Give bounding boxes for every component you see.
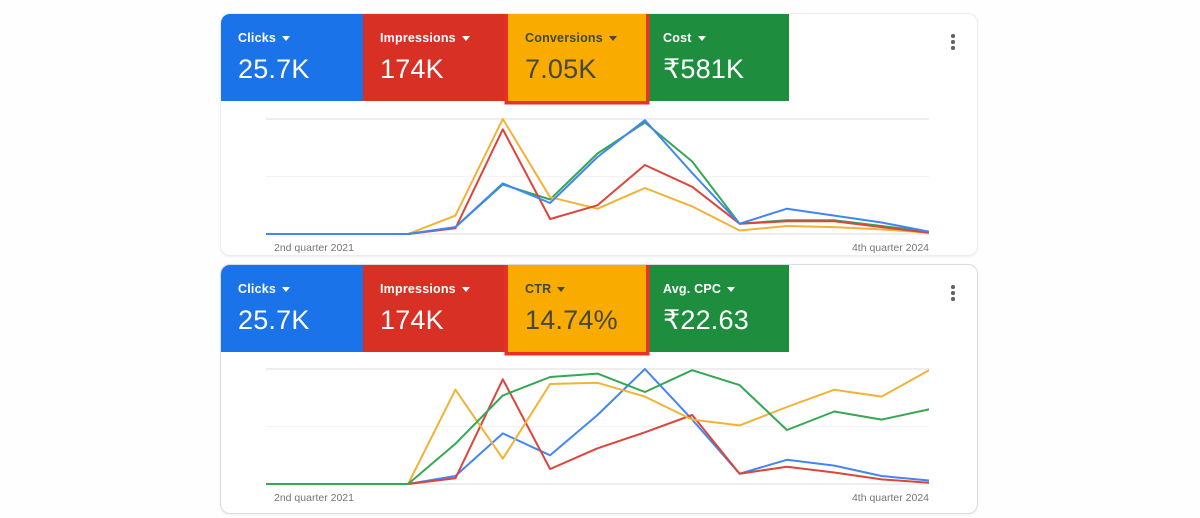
metric-dropdown[interactable]: CTR — [525, 282, 630, 296]
metric-cards-row: Clicks 25.7K Impressions 174K Conversion… — [221, 14, 789, 101]
kebab-menu-button[interactable] — [944, 282, 962, 304]
metric-dropdown[interactable]: Clicks — [238, 282, 347, 296]
x-axis-label-end: 4th quarter 2024 — [851, 492, 929, 504]
x-axis: 2nd quarter 2021 4th quarter 2024 — [266, 242, 929, 254]
metric-value: 174K — [380, 305, 444, 335]
metric-value: ₹22.63 — [663, 305, 749, 335]
metric-value: 14.74% — [525, 305, 618, 335]
metric-value: 25.7K — [238, 305, 310, 335]
dropdown-caret-icon — [697, 36, 706, 41]
kebab-menu-icon — [951, 46, 955, 50]
kebab-menu-button[interactable] — [944, 31, 962, 53]
kebab-menu-icon — [951, 285, 955, 289]
kebab-menu-icon — [951, 291, 955, 295]
dropdown-caret-icon — [727, 287, 736, 292]
dropdown-caret-icon — [461, 287, 470, 292]
dropdown-caret-icon — [557, 287, 566, 292]
metric-value: 25.7K — [238, 54, 310, 84]
time-series-chart — [266, 363, 929, 491]
performance-panel-1: Clicks 25.7K Impressions 174K Conversion… — [220, 13, 978, 256]
metric-value: 7.05K — [525, 54, 597, 84]
dropdown-caret-icon — [461, 36, 470, 41]
metric-label: Avg. CPC — [663, 282, 722, 296]
metric-label: Clicks — [238, 31, 277, 45]
metric-label: Impressions — [380, 282, 456, 296]
metric-card-clicks[interactable]: Clicks 25.7K — [221, 265, 363, 352]
dropdown-caret-icon — [282, 287, 291, 292]
metric-card-cost[interactable]: Cost ₹581K — [646, 14, 789, 101]
metric-label: Impressions — [380, 31, 456, 45]
metric-value: ₹581K — [663, 54, 745, 84]
metric-dropdown[interactable]: Conversions — [525, 31, 630, 45]
metric-card-avg-cpc[interactable]: Avg. CPC ₹22.63 — [646, 265, 789, 352]
metric-card-clicks[interactable]: Clicks 25.7K — [221, 14, 363, 101]
metric-card-impressions[interactable]: Impressions 174K — [363, 14, 508, 101]
x-axis-label-end: 4th quarter 2024 — [851, 242, 929, 254]
x-axis: 2nd quarter 2021 4th quarter 2024 — [266, 492, 929, 504]
metric-dropdown[interactable]: Avg. CPC — [663, 282, 773, 296]
metric-label: Cost — [663, 31, 692, 45]
kebab-menu-icon — [951, 40, 955, 44]
kebab-menu-icon — [951, 297, 955, 301]
metric-cards-row: Clicks 25.7K Impressions 174K CTR 14.74%… — [221, 265, 789, 352]
metric-dropdown[interactable]: Cost — [663, 31, 773, 45]
metric-card-impressions[interactable]: Impressions 174K — [363, 265, 508, 352]
metric-label: Clicks — [238, 282, 277, 296]
metric-value: 174K — [380, 54, 444, 84]
kebab-menu-icon — [951, 34, 955, 38]
metric-dropdown[interactable]: Clicks — [238, 31, 347, 45]
metric-dropdown[interactable]: Impressions — [380, 31, 492, 45]
metric-dropdown[interactable]: Impressions — [380, 282, 492, 296]
dropdown-caret-icon — [608, 36, 617, 41]
x-axis-label-start: 2nd quarter 2021 — [274, 242, 354, 254]
metric-card-conversions[interactable]: Conversions 7.05K — [508, 14, 646, 101]
time-series-chart — [266, 113, 929, 241]
performance-panel-2: Clicks 25.7K Impressions 174K CTR 14.74%… — [220, 264, 978, 514]
x-axis-label-start: 2nd quarter 2021 — [274, 492, 354, 504]
metric-label: Conversions — [525, 31, 603, 45]
dropdown-caret-icon — [282, 36, 291, 41]
metric-card-ctr[interactable]: CTR 14.74% — [508, 265, 646, 352]
metric-label: CTR — [525, 282, 552, 296]
